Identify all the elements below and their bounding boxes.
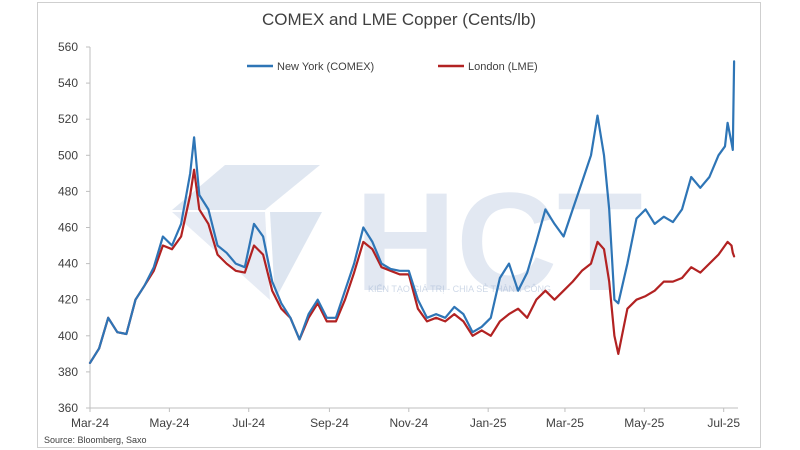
x-tick-label: Sep-24	[310, 416, 349, 430]
legend-label-lme: London (LME)	[468, 61, 538, 73]
y-tick-label: 460	[58, 221, 78, 235]
watermark-diamond-left	[172, 212, 270, 300]
series-line-comex	[88, 60, 736, 364]
y-tick-label: 420	[58, 293, 78, 307]
y-tick-label: 540	[58, 76, 78, 90]
watermark-tagline: KIẾN TẠO GIÁ TRỊ - CHIA SẺ THÀNH CÔNG	[368, 283, 551, 294]
x-tick-label: May-25	[624, 416, 664, 430]
watermark-diamond-top	[172, 165, 320, 210]
x-tick-label: May-24	[149, 416, 189, 430]
x-tick-label: Jul-25	[707, 416, 740, 430]
y-tick-label: 500	[58, 148, 78, 162]
x-tick-label: Jul-24	[232, 416, 265, 430]
y-tick-label: 560	[58, 40, 78, 54]
legend: New York (COMEX) London (LME)	[247, 61, 538, 73]
series-lines	[88, 60, 736, 364]
y-tick-label: 360	[58, 401, 78, 415]
y-tick-label: 440	[58, 257, 78, 271]
y-tick-label: 520	[58, 112, 78, 126]
y-tick-label: 480	[58, 184, 78, 198]
axes: 360 380 400 420 440 460 480 500 520 540 560 Mar-24 M…	[58, 40, 740, 430]
x-tick-label: Nov-24	[389, 416, 428, 430]
x-tick-label: Mar-24	[71, 416, 109, 430]
x-tick-label: Jan-25	[470, 416, 507, 430]
y-tick-label: 380	[58, 365, 78, 379]
chart-title: COMEX and LME Copper (Cents/lb)	[262, 10, 536, 29]
chart-frame	[37, 2, 761, 448]
series-line-lme	[88, 168, 736, 364]
watermark-logo-text: HCT	[355, 163, 643, 320]
legend-label-comex: New York (COMEX)	[277, 61, 374, 73]
source-note: Source: Bloomberg, Saxo	[44, 435, 147, 445]
x-tick-label: Mar-25	[546, 416, 584, 430]
watermark-diamond-right	[270, 212, 322, 300]
y-tick-label: 400	[58, 329, 78, 343]
